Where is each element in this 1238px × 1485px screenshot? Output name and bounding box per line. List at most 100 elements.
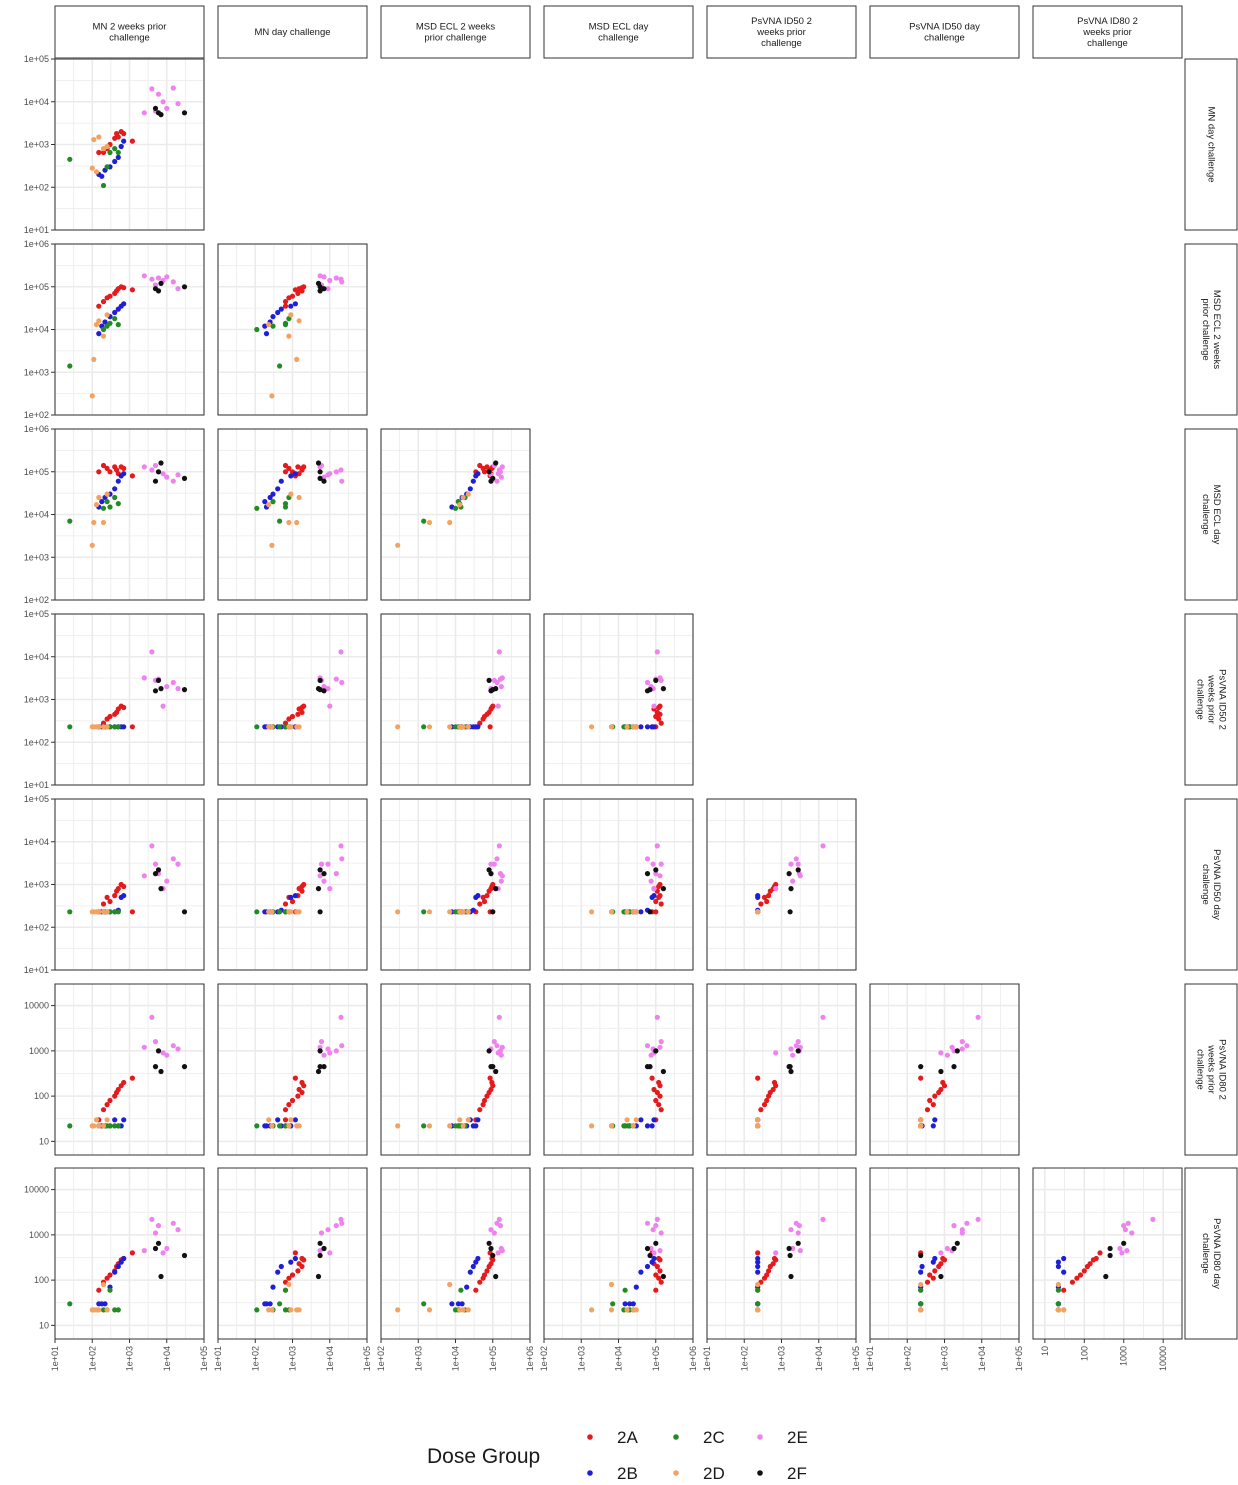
data-point-2D	[589, 1123, 595, 1129]
data-point-2E	[964, 1220, 970, 1226]
data-point-2A	[1097, 1250, 1103, 1256]
data-point-2D	[460, 909, 466, 915]
data-point-2A	[282, 1117, 289, 1123]
y-tick-label: 1e+05	[24, 282, 49, 292]
data-point-2E	[160, 1050, 166, 1056]
data-point-2B	[263, 331, 270, 337]
data-point-2D	[608, 724, 615, 730]
data-point-2E	[1119, 1250, 1125, 1256]
column-strip-text: PsVNA ID50 2	[751, 16, 812, 27]
data-point-2D	[266, 724, 272, 730]
data-point-2B	[638, 724, 644, 730]
data-point-2D	[447, 1281, 453, 1288]
data-point-2E	[653, 1223, 659, 1229]
data-point-2F	[1107, 1252, 1113, 1259]
panel-r4-c2	[217, 613, 368, 786]
data-point-2C	[67, 724, 73, 730]
data-point-2A	[121, 285, 127, 291]
data-point-2D	[918, 1123, 924, 1129]
data-point-2B	[112, 1269, 118, 1275]
data-point-2E	[318, 1230, 325, 1236]
x-tick-label: 1e+02	[87, 1346, 97, 1371]
data-point-2A	[480, 1102, 486, 1108]
data-point-2C	[918, 1301, 924, 1307]
data-point-2E	[644, 1220, 651, 1226]
data-point-2E	[164, 274, 170, 280]
data-point-2D	[395, 724, 401, 730]
data-point-2D	[1055, 1281, 1061, 1288]
data-point-2E	[175, 286, 181, 292]
data-point-2F	[152, 871, 159, 877]
data-point-2F	[647, 909, 653, 915]
column-strip-text: MSD ECL day	[589, 22, 649, 33]
legend-key-2E	[757, 1434, 763, 1440]
data-point-2F	[954, 1048, 960, 1054]
data-point-2F	[315, 1273, 322, 1280]
y-axis-row-7: 10 100 1000 10000	[24, 1185, 55, 1330]
x-axis-col-2: 1e+01 1e+02 1e+03 1e+04 1e+05	[213, 1339, 372, 1371]
legend-key-2B	[587, 1470, 593, 1476]
data-point-2B	[270, 314, 276, 320]
data-point-2E	[648, 1052, 654, 1058]
legend-label: 2E	[787, 1428, 808, 1447]
data-point-2C	[67, 518, 73, 524]
data-point-2A	[654, 709, 660, 716]
data-point-2E	[325, 1046, 331, 1052]
data-point-2B	[115, 154, 121, 160]
data-point-2D	[624, 724, 630, 730]
y-tick-label: 1e+03	[24, 140, 49, 150]
data-point-2F	[951, 1064, 957, 1070]
panel-border	[1032, 1167, 1183, 1340]
data-point-2E	[160, 471, 166, 477]
data-point-2A	[96, 1287, 102, 1293]
data-point-2D	[288, 491, 294, 497]
data-point-2E	[155, 275, 162, 281]
data-point-2C	[67, 1301, 73, 1307]
data-point-2D	[269, 393, 275, 399]
data-point-2A	[115, 1086, 121, 1093]
row-strip-text: PsVNA ID50 2	[1216, 669, 1227, 730]
y-tick-label: 1e+02	[24, 737, 49, 747]
data-point-2E	[795, 1039, 801, 1045]
y-tick-label: 1e+06	[24, 424, 49, 434]
data-point-2A	[481, 1097, 488, 1104]
legend-label: 2B	[617, 1464, 638, 1483]
data-point-2A	[653, 1287, 659, 1293]
data-point-2C	[112, 724, 118, 730]
data-point-2F	[788, 1068, 794, 1075]
data-point-2E	[653, 871, 659, 877]
data-point-2F	[647, 687, 653, 693]
data-point-2E	[488, 1227, 494, 1233]
data-point-2F	[486, 1048, 492, 1054]
data-point-2A	[121, 465, 127, 471]
x-tick-label: 1e+04	[977, 1346, 987, 1371]
data-point-2C	[112, 1123, 118, 1129]
data-point-2D	[286, 1281, 292, 1288]
data-point-2E	[944, 1052, 951, 1058]
data-point-2E	[141, 873, 147, 879]
data-point-2E	[152, 1230, 159, 1236]
column-strip-text: prior challenge	[424, 33, 486, 44]
data-point-2D	[457, 502, 463, 508]
data-point-2B	[112, 486, 118, 492]
data-point-2E	[654, 843, 660, 849]
data-point-2E	[149, 86, 155, 92]
data-point-2B	[638, 1117, 644, 1123]
data-point-2E	[170, 856, 176, 862]
data-point-2E	[141, 110, 147, 116]
data-point-2B	[475, 1117, 481, 1123]
data-point-2B	[627, 1301, 633, 1307]
panel-r6-c6	[869, 983, 1020, 1156]
data-point-2A	[115, 134, 121, 140]
data-point-2D	[589, 724, 595, 730]
data-point-2E	[964, 1043, 970, 1049]
data-point-2D	[91, 1123, 97, 1129]
data-point-2B	[455, 1301, 461, 1307]
data-point-2A	[938, 1086, 944, 1093]
data-point-2D	[624, 909, 630, 915]
data-point-2F	[493, 886, 499, 892]
y-tick-label: 1e+04	[24, 837, 49, 847]
